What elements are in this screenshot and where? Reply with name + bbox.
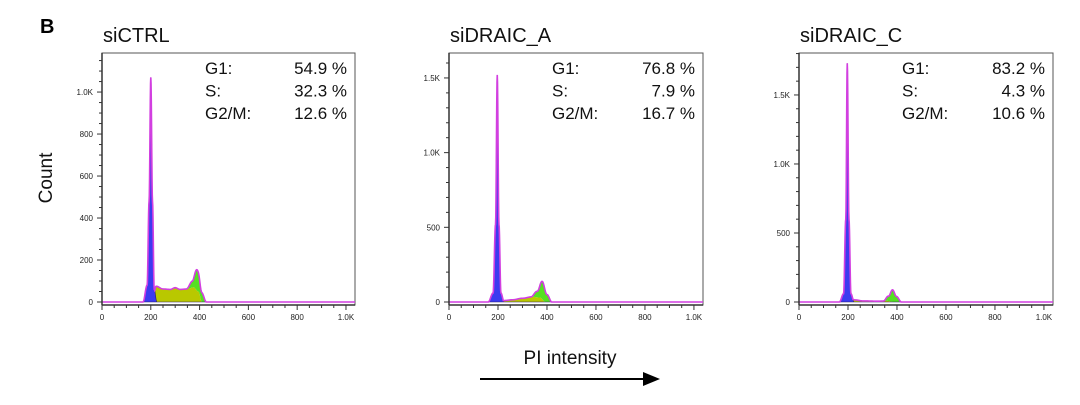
x-tick-label: 600 [242,313,256,322]
x-tick-label: 1.0K [1036,313,1053,322]
x-axis-label: PI intensity [524,348,617,369]
x-tick-label: 600 [589,313,603,322]
x-tick-label: 800 [290,313,304,322]
x-tick-label: 0 [447,313,452,322]
g1-phase-area [102,77,355,303]
stat-value: 54.9 % [294,59,347,78]
x-tick-label: 200 [144,313,158,322]
panel-letter: B [40,16,54,38]
stat-value: 32.3 % [294,82,347,101]
stat-value: 10.6 % [992,104,1045,123]
x-tick-label: 200 [491,313,505,322]
y-tick-label: 1.5K [424,74,441,83]
envelope-line [102,77,355,303]
x-tick-label: 0 [100,313,105,322]
histogram-panel: 0 200 400 600 800 1.0K 0 200 400 600 800 1.0K siCTRL… [77,25,356,322]
panel-title: siDRAIC_A [450,25,552,47]
stat-label: G1: [205,59,232,78]
s-phase-area [449,296,703,302]
y-tick-label: 500 [777,229,791,238]
x-tick-label: 600 [939,313,953,322]
stat-value: 76.8 % [642,59,695,78]
x-tick-label: 800 [988,313,1002,322]
y-tick-label: 1.5K [774,91,791,100]
stat-value: 83.2 % [992,59,1045,78]
envelope-line [449,74,703,303]
stat-value: 12.6 % [294,104,347,123]
g1-phase-area [449,74,703,303]
y-tick-label: 400 [80,214,94,223]
y-tick-label: 0 [436,298,441,307]
x-tick-label: 400 [193,313,207,322]
stat-label: S: [205,82,221,101]
x-tick-label: 800 [638,313,652,322]
y-tick-label: 0 [786,298,791,307]
s-phase-area [102,286,355,302]
stat-label: S: [552,82,568,101]
stat-label: S: [902,82,918,101]
x-tick-label: 400 [540,313,554,322]
x-tick-label: 200 [841,313,855,322]
stat-value: 4.3 % [1002,82,1045,101]
stat-value: 7.9 % [652,82,695,101]
y-tick-label: 600 [80,172,94,181]
x-tick-label: 1.0K [338,313,355,322]
stat-value: 16.7 % [642,104,695,123]
y-tick-label: 0 [89,298,94,307]
y-tick-label: 200 [80,256,94,265]
histogram-panel: 0 200 400 600 800 1.0K 0 500 1.0K 1.5K siDRAIC_AG1… [424,25,704,322]
envelope-line [799,63,1053,303]
x-direction-arrow-icon [480,372,660,386]
plot-frame [448,52,704,306]
g1-phase-area [799,63,1053,303]
y-tick-label: 800 [80,130,94,139]
stat-label: G1: [902,59,929,78]
stat-label: G1: [552,59,579,78]
y-tick-label: 1.0K [424,149,441,158]
y-tick-label: 1.0K [774,160,791,169]
x-tick-label: 400 [890,313,904,322]
panel-title: siDRAIC_C [800,25,902,47]
panel-title: siCTRL [103,25,170,47]
stat-label: G2/M: [902,104,948,123]
stat-label: G2/M: [205,104,251,123]
plot-frame [101,52,356,306]
histogram-panel: 0 200 400 600 800 1.0K 0 500 1.0K 1.5K siDRAIC_CG1… [774,25,1054,322]
y-tick-label: 1.0K [77,88,94,97]
y-tick-label: 500 [427,223,441,232]
stat-label: G2/M: [552,104,598,123]
y-axis-label: Count [36,152,57,203]
x-tick-label: 1.0K [686,313,703,322]
x-tick-label: 0 [797,313,802,322]
